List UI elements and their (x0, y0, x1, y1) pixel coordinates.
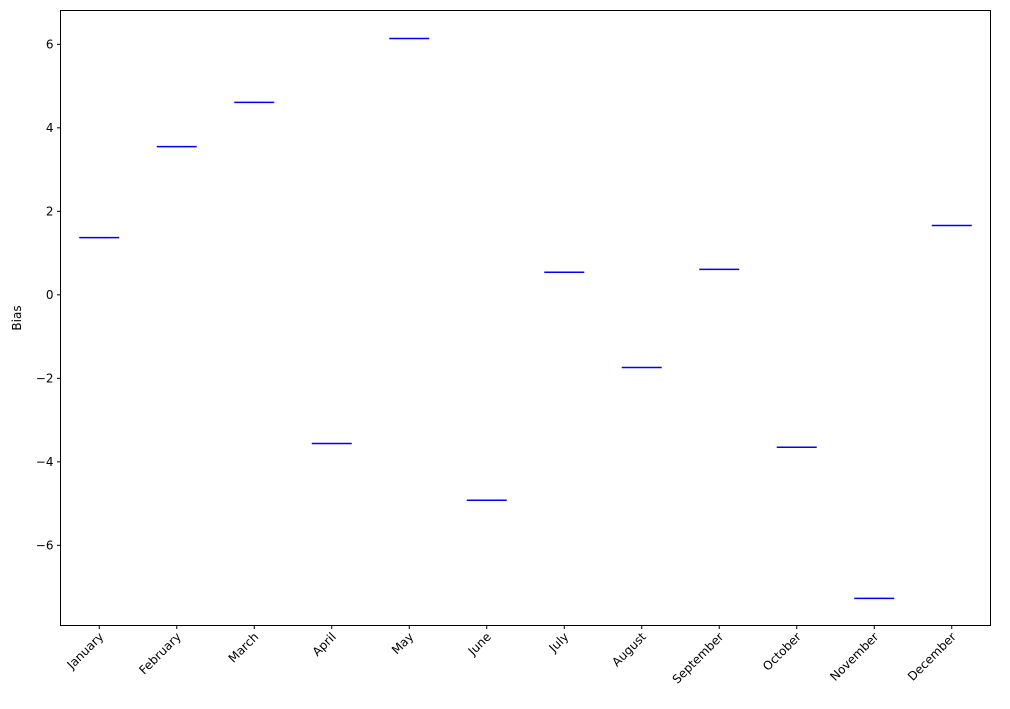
x-tick-label: December (905, 630, 959, 684)
y-tick-label: 4 (46, 121, 54, 135)
x-tick-label: August (609, 630, 649, 670)
x-tick-label: April (310, 630, 339, 659)
x-tick-label: September (670, 630, 727, 687)
x-tick-label: February (136, 630, 184, 678)
y-tick-label: 2 (46, 204, 54, 218)
x-tick-label: November (827, 630, 881, 684)
y-tick-label: −4 (36, 455, 54, 469)
y-tick-label: −6 (36, 538, 54, 552)
x-tick-label: October (760, 630, 804, 674)
plot-area (60, 10, 991, 626)
x-tick-label: May (389, 630, 416, 657)
y-axis-label: Bias (10, 305, 24, 330)
x-tick-label: March (226, 630, 262, 666)
x-tick-label: June (465, 630, 494, 659)
x-tick-label: July (545, 630, 571, 656)
y-tick-label: 0 (46, 288, 54, 302)
y-tick-label: −2 (36, 371, 54, 385)
y-tick-label: 6 (46, 37, 54, 51)
x-tick-label: January (64, 630, 107, 673)
